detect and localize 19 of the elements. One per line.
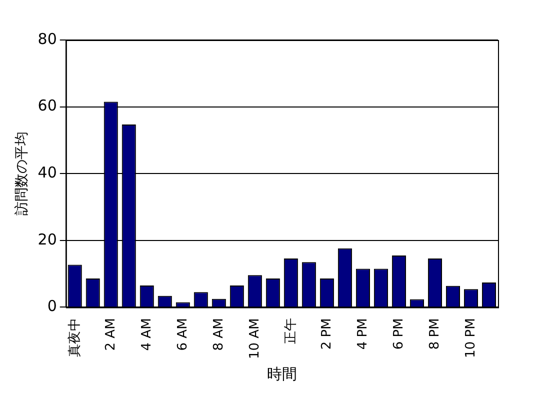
y-tick-label: 40 <box>38 164 57 182</box>
x-tick-label: 4 AM <box>139 318 154 351</box>
x-tick-label: 10 PM <box>463 318 478 358</box>
x-axis-title: 時間 <box>266 364 297 383</box>
x-tick-label: 6 AM <box>175 318 190 351</box>
x-tick-label: 2 AM <box>103 318 118 351</box>
x-tick-label: 8 AM <box>211 318 226 351</box>
y-axis-title: 訪問数の平均 <box>14 132 30 216</box>
x-tick-label: 10 AM <box>247 318 262 360</box>
x-tick-label: 8 PM <box>427 318 442 350</box>
x-tick-label: 2 PM <box>319 318 334 350</box>
x-tick-label: 正午 <box>283 318 298 344</box>
y-tick-label: 80 <box>38 30 57 48</box>
x-tick-label: 6 PM <box>391 318 406 350</box>
y-tick-label: 60 <box>38 96 57 115</box>
y-tick-label: 0 <box>47 297 57 316</box>
x-tick-label: 4 PM <box>355 318 370 350</box>
x-tick-label: 真夜中 <box>66 318 82 358</box>
y-tick-label: 20 <box>38 230 57 248</box>
